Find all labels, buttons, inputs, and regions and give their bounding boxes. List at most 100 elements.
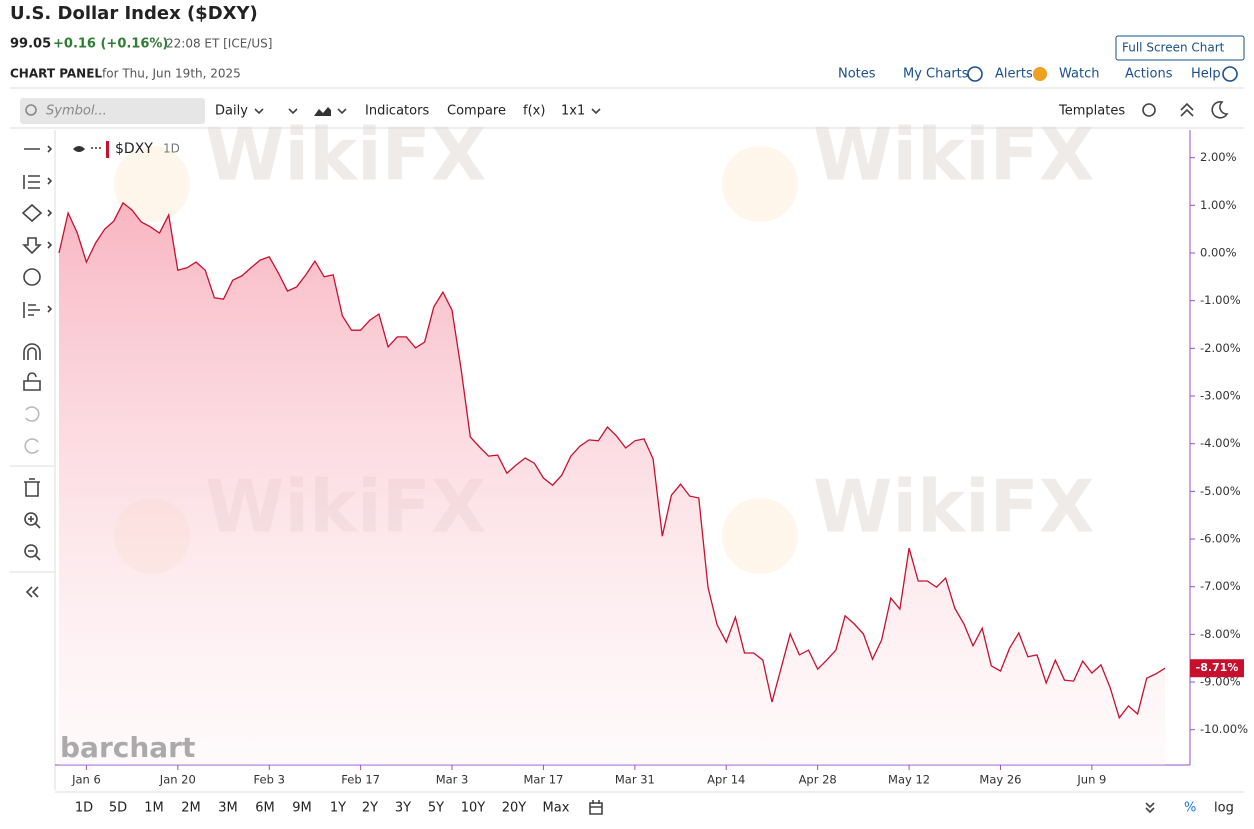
chart-type-icon[interactable] (314, 107, 331, 116)
range-button[interactable]: 5Y (428, 801, 444, 816)
range-button[interactable]: 20Y (502, 801, 527, 816)
page-title: U.S. Dollar Index ($DXY) (10, 3, 258, 24)
range-button[interactable]: 3M (218, 801, 238, 816)
x-tick-label: Mar 3 (436, 773, 469, 787)
fx-button[interactable]: f(x) (523, 104, 545, 119)
panel-date: for Thu, Jun 19th, 2025 (102, 67, 241, 81)
zoom-out[interactable] (24, 544, 38, 558)
watermark: WikiFX (205, 113, 486, 197)
interval-select[interactable]: Daily (215, 104, 248, 119)
indicators-button[interactable]: Indicators (365, 104, 429, 119)
layout-button[interactable]: 1x1 (561, 104, 585, 119)
tool-count[interactable] (23, 268, 41, 286)
menu-dot[interactable] (99, 147, 101, 149)
range-button[interactable]: 1Y (330, 801, 346, 816)
lock[interactable] (23, 372, 41, 391)
range-button[interactable]: 1D (75, 801, 93, 816)
nav-watch[interactable]: Watch (1059, 67, 1099, 82)
watermark: WikiFX (813, 465, 1094, 549)
expand-icon[interactable] (1145, 802, 1155, 814)
x-tick-label: Jan 6 (71, 773, 101, 787)
drawing-tools (10, 145, 54, 598)
y-tick-label: 0.00% (1200, 245, 1237, 259)
x-tick-label: Jun 9 (1076, 773, 1106, 787)
logo: barchart (60, 731, 195, 764)
x-tick-label: Apr 28 (799, 773, 837, 787)
compare-button[interactable]: Compare (447, 104, 506, 119)
alert-icon[interactable] (1033, 67, 1047, 81)
collapse-tools[interactable] (25, 586, 39, 598)
calendar-icon[interactable] (589, 800, 603, 815)
range-button[interactable]: 10Y (461, 801, 486, 816)
plus-icon[interactable] (967, 66, 983, 82)
redo[interactable] (24, 438, 39, 454)
x-tick-label: May 12 (888, 773, 930, 787)
watermark-logo (722, 146, 798, 222)
collapse-icon[interactable] (1180, 102, 1194, 117)
last-value-badge (1190, 659, 1244, 678)
watermark-logo (114, 146, 190, 222)
full-screen-label[interactable]: Full Screen Chart (1122, 41, 1225, 55)
watermark: WikiFX (813, 113, 1094, 197)
chevrons[interactable] (254, 108, 601, 115)
y-tick-label: -7.00% (1200, 579, 1241, 593)
tool-measure[interactable] (23, 302, 53, 318)
symbol-placeholder[interactable]: Symbol... (46, 104, 107, 119)
x-tick-label: Feb 3 (254, 773, 285, 787)
zoom-in[interactable] (24, 512, 38, 526)
y-tick-label: -1.00% (1200, 293, 1241, 307)
y-tick-label: -9.00% (1200, 675, 1241, 689)
range-button[interactable]: 2M (181, 801, 201, 816)
full-screen-button[interactable] (1115, 35, 1245, 61)
nav-notes[interactable]: Notes (838, 67, 876, 82)
zoom-in-mark[interactable] (28, 516, 41, 529)
zoom-out-mark[interactable] (28, 550, 41, 561)
help-icon[interactable] (1222, 66, 1238, 82)
nav-actions[interactable]: Actions (1125, 67, 1173, 82)
menu-dot[interactable] (91, 147, 93, 149)
x-tick-label: Jan 20 (159, 773, 196, 787)
x-tick-label: Apr 14 (707, 773, 745, 787)
range-button[interactable]: 5D (109, 801, 127, 816)
last-value-label: -8.71% (1196, 661, 1239, 674)
tool-shape[interactable] (21, 203, 53, 223)
percent-toggle[interactable]: % (1184, 801, 1196, 816)
y-tick-label: -3.00% (1200, 389, 1241, 403)
y-tick-label: 2.00% (1200, 150, 1237, 164)
tool-arrow[interactable] (22, 237, 53, 255)
templates-button[interactable]: Templates (1058, 104, 1125, 119)
range-button[interactable]: 3Y (395, 801, 411, 816)
visibility-icon[interactable] (73, 146, 85, 152)
nav-my-charts[interactable]: My Charts (903, 67, 969, 82)
price: 99.05 (10, 37, 51, 52)
tool-line[interactable] (24, 145, 53, 153)
range-button[interactable]: 2Y (362, 801, 378, 816)
legend-symbol: $DXY (115, 141, 153, 157)
range-button[interactable]: 1M (144, 801, 164, 816)
settings-icon[interactable] (1142, 103, 1156, 117)
y-tick-label: -10.00% (1200, 722, 1248, 736)
menu-dot[interactable] (95, 147, 97, 149)
nav-alerts[interactable]: Alerts (995, 67, 1033, 82)
delete[interactable] (24, 478, 40, 497)
theme-icon[interactable] (1211, 101, 1229, 119)
range-buttons: 1D 5D 1M 2M 3M 6M 9M 1Y 2Y 3Y 5Y 10Y 20Y Max (75, 801, 570, 816)
line (58, 201, 1166, 720)
quote-time: 22:08 ET [ICE/US] (166, 37, 272, 51)
y-tick-label: 1.00% (1200, 198, 1237, 212)
range-button[interactable]: 6M (255, 801, 275, 816)
x-tick-label: Feb 17 (341, 773, 380, 787)
plot: 2.00% 1.00% 0.00% -1.00% -2.00% -3.00% -4.00% -… (55, 130, 1248, 787)
symbol-input[interactable] (20, 98, 205, 124)
magnet[interactable] (23, 343, 41, 360)
range-button[interactable]: Max (543, 801, 570, 816)
range-button[interactable]: 9M (292, 801, 312, 816)
tool-fib[interactable] (23, 175, 53, 189)
log-toggle[interactable]: log (1214, 801, 1234, 816)
nav-help[interactable]: Help (1191, 67, 1221, 82)
y-tick-label: -4.00% (1200, 436, 1241, 450)
undo[interactable] (25, 406, 40, 422)
area (59, 202, 1165, 765)
y-tick-label: -8.00% (1200, 627, 1241, 641)
